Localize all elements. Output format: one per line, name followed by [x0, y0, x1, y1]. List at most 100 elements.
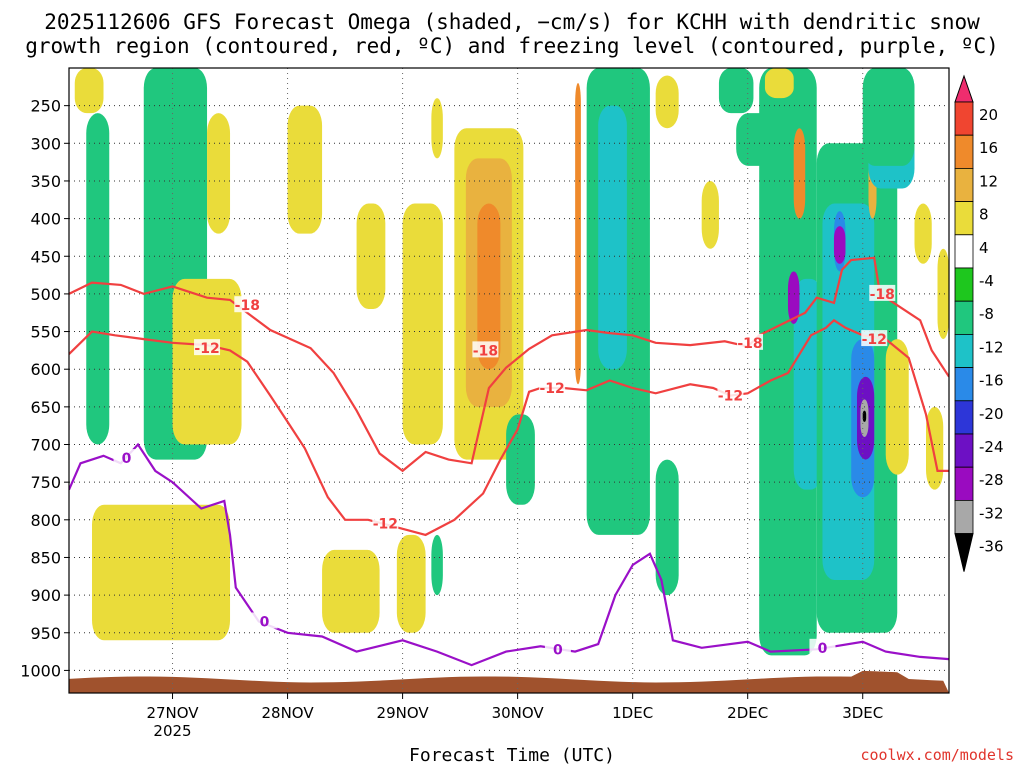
omega-region-23 [718, 68, 754, 114]
y-tick-label-750: 750 [30, 473, 61, 492]
colorbar-bin-7 [954, 300, 974, 335]
y-tick-label-250: 250 [30, 97, 61, 116]
y-tick-label-800: 800 [30, 511, 61, 530]
x-tick-label-29NOV: 29NOV [377, 704, 430, 722]
y-tick-label-950: 950 [30, 624, 61, 643]
colorbar-bin-1 [954, 101, 974, 136]
omega-region-20 [655, 459, 679, 596]
colorbar-tick-12: -32 [979, 504, 1004, 522]
omega-region-43 [937, 248, 949, 340]
omega-region-26 [764, 68, 794, 99]
colorbar-bin-13 [954, 499, 974, 534]
chart-title-line1: 2025112606 GFS Forecast Omega (shaded, −… [44, 10, 980, 34]
omega-region-44 [925, 406, 944, 490]
freezing-label-d: 0 [818, 641, 828, 657]
dgz-label-18-d-bg [869, 284, 896, 301]
omega-region-27 [793, 128, 806, 219]
freezing-label-c: 0 [553, 642, 563, 658]
dgz-label-12-a: -12 [194, 341, 219, 357]
x-tick-label-28NOV: 28NOV [261, 704, 314, 722]
colorbar-tick-5: -4 [979, 272, 994, 290]
dgz-label-12-a-bg [194, 339, 221, 356]
colorbar-tick-8: -16 [979, 372, 1004, 390]
colorbar-tick-1: 16 [979, 139, 998, 157]
colorbar-tick-4: 4 [979, 239, 989, 257]
colorbar-tick-6: -8 [979, 305, 994, 323]
y-tick-label-700: 700 [30, 436, 61, 455]
dgz-label-18-a: -18 [235, 298, 260, 314]
colorbar-bin-6 [954, 267, 974, 302]
omega-region-36 [862, 410, 867, 422]
site-credit: coolwx.com/models [860, 746, 1014, 764]
freezing-label-b: 0 [260, 614, 270, 630]
dgz-label-12-c-bg [539, 379, 566, 396]
omega-region-14 [477, 203, 501, 370]
x-tick-label-3DEC: 3DEC [842, 704, 883, 722]
dgz-label-12-e-bg [861, 330, 888, 347]
dgz-label-18-b-bg [472, 341, 499, 358]
omega-region-5 [92, 504, 231, 641]
colorbar-tick-0: 20 [979, 106, 998, 124]
freezing-label-a: 0 [122, 451, 132, 467]
omega-region-3 [172, 278, 242, 445]
plot-frame [68, 67, 950, 694]
colorbar-bin-4 [954, 201, 974, 236]
dgz-label-12-c: -12 [539, 381, 564, 397]
omega-region-7 [287, 105, 323, 234]
colorbar-tick-2: 12 [979, 172, 998, 190]
x-axis-label: Forecast Time (UTC) [409, 745, 615, 766]
colorbar-top-arrow [954, 74, 974, 103]
colorbar-bin-3 [954, 167, 974, 202]
x-tick-label-27NOV: 27NOV [146, 704, 199, 722]
dgz-contour--18 [69, 256, 949, 473]
freezing-label-c-bg [544, 640, 571, 657]
omega-region-22 [701, 180, 719, 249]
dgz-label-18-a-bg [234, 296, 261, 313]
dgz-label-12-d-bg [717, 386, 744, 403]
dgz-label-12-d: -12 [718, 389, 743, 405]
colorbar-tick-11: -28 [979, 471, 1004, 489]
y-tick-label-900: 900 [30, 586, 61, 605]
y-tick-label-300: 300 [30, 134, 61, 153]
omega-region-21 [655, 75, 679, 129]
freezing-label-a-bg [113, 449, 140, 466]
dgz-label-12-b-bg [372, 514, 399, 531]
freezing-label-d-bg [809, 638, 836, 655]
colorbar-bottom-arrow [954, 533, 974, 572]
y-tick-label-450: 450 [30, 247, 61, 266]
omega-region-19 [598, 105, 627, 370]
y-tick-label-850: 850 [30, 548, 61, 567]
dgz-label-18-b: -18 [473, 343, 498, 359]
colorbar-tick-10: -24 [979, 438, 1004, 456]
x-tick-label-30NOV: 30NOV [492, 704, 545, 722]
dgz-label-18-d: -18 [870, 287, 895, 303]
omega-region-0 [74, 68, 104, 114]
colorbar-bin-10 [954, 400, 974, 435]
omega-region-41 [862, 68, 915, 166]
dgz-label-18-c: -18 [737, 336, 762, 352]
colorbar-bin-5 [954, 234, 974, 269]
colorbar-bin-2 [954, 134, 974, 169]
omega-region-10 [402, 203, 443, 445]
omega-region-32 [833, 226, 846, 264]
omega-region-1 [86, 113, 110, 445]
freezing-label-b-bg [251, 612, 278, 629]
x-tick-sub-27NOV: 2025 [153, 722, 191, 740]
omega-region-11 [431, 534, 443, 596]
y-tick-label-350: 350 [30, 172, 61, 191]
x-tick-label-1DEC: 1DEC [612, 704, 653, 722]
y-tick-label-600: 600 [30, 360, 61, 379]
colorbar-bin-8 [954, 333, 974, 368]
y-tick-label-550: 550 [30, 323, 61, 342]
y-tick-label-500: 500 [30, 285, 61, 304]
dgz-label-12-e: -12 [862, 332, 887, 348]
terrain-strip [69, 670, 949, 693]
omega-region-17 [575, 83, 581, 385]
omega-region-42 [885, 339, 909, 475]
dgz-label-18-c-bg [736, 333, 763, 350]
freezing-level-contour [69, 442, 949, 667]
colorbar-tick-9: -20 [979, 405, 1004, 423]
y-tick-label-650: 650 [30, 398, 61, 417]
x-tick-label-2DEC: 2DEC [727, 704, 768, 722]
